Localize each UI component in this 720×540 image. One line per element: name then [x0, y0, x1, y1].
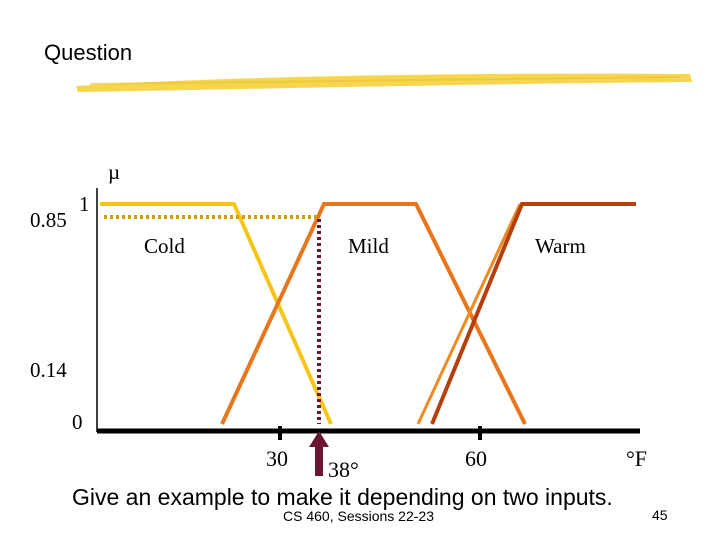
unit-label: °F [626, 446, 648, 471]
question-prompt: Give an example to make it depending on … [72, 484, 613, 510]
set-label-mild: Mild [348, 234, 389, 258]
y-top-label: 1 [79, 192, 90, 216]
input-arrow-head [309, 431, 329, 447]
y-zero-label: 0 [72, 410, 83, 434]
x-tick-label-30: 30 [266, 446, 288, 471]
input-value-label: 38° [328, 457, 359, 482]
y-value-label: 0.85 [30, 208, 67, 232]
warm-membership-line [430, 202, 636, 425]
slide-title: Question [44, 40, 133, 65]
title-highlight-stroke [76, 73, 692, 92]
cold-membership-line [100, 202, 333, 425]
set-label-cold: Cold [144, 234, 185, 258]
mu-symbol: µ [108, 160, 121, 184]
mild-warm-left-line [416, 203, 522, 425]
x-tick-label-60: 60 [465, 446, 487, 471]
set-label-warm: Warm [535, 234, 586, 258]
page-number: 45 [652, 507, 668, 523]
slide-footer: CS 460, Sessions 22-23 [283, 508, 434, 524]
y-low-value-label: 0.14 [30, 358, 67, 382]
